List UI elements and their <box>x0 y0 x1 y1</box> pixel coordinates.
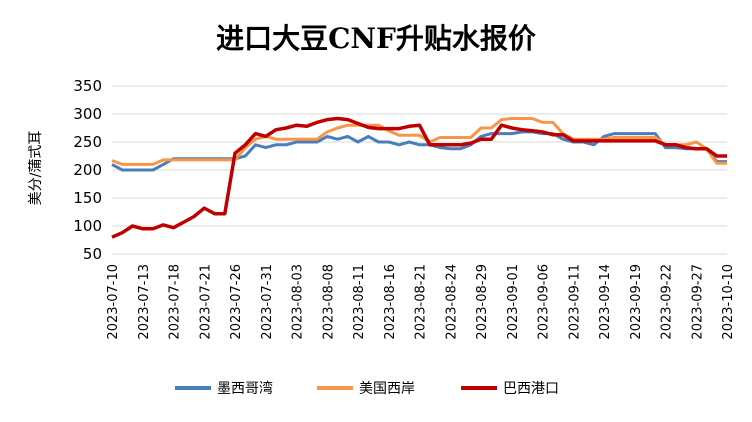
x-tick-label: 2023-10-10 <box>721 264 736 340</box>
x-tick-label: 2023-07-21 <box>198 264 213 340</box>
x-tick-label: 2023-08-08 <box>321 264 336 340</box>
x-tick-label: 2023-09-19 <box>629 264 644 340</box>
series-lines <box>111 116 727 239</box>
x-tick-label: 2023-07-31 <box>260 264 275 340</box>
x-tick-label: 2023-09-22 <box>660 264 675 340</box>
y-tick-label: 200 <box>73 161 102 179</box>
x-tick-label: 2023-08-03 <box>291 264 306 340</box>
x-tick-label: 2023-08-29 <box>475 264 490 340</box>
legend: 墨西哥湾 美国西岸 巴西港口 <box>175 380 559 397</box>
legend-label: 巴西港口 <box>503 381 559 397</box>
legend-label: 美国西岸 <box>359 381 415 397</box>
y-tick-label: 350 <box>73 77 102 95</box>
y-tick-label: 100 <box>73 217 102 235</box>
x-tick-label: 2023-08-11 <box>352 264 367 340</box>
x-tick-label: 2023-08-24 <box>444 264 459 340</box>
y-tick-label: 150 <box>73 189 102 207</box>
x-tick-label: 2023-08-21 <box>414 264 429 340</box>
y-tick-label: 300 <box>73 105 102 123</box>
x-tick-label: 2023-09-27 <box>690 264 705 340</box>
legend-label: 墨西哥湾 <box>217 380 273 397</box>
series-line-2 <box>111 117 727 166</box>
series-line-3 <box>111 116 727 239</box>
y-tick-label: 50 <box>83 245 102 263</box>
x-tick-label: 2023-07-10 <box>106 264 121 340</box>
x-tick-label: 2023-09-06 <box>537 264 552 340</box>
gridlines <box>112 85 727 255</box>
x-tick-label: 2023-09-14 <box>598 264 613 340</box>
x-tick-label: 2023-09-11 <box>567 264 582 340</box>
x-tick-label: 2023-07-26 <box>229 264 244 340</box>
x-axis-ticks: 2023-07-10 2023-07-13 2023-07-18 2023-07-21… <box>106 264 736 340</box>
y-tick-label: 250 <box>73 133 102 151</box>
x-tick-label: 2023-09-01 <box>506 264 521 340</box>
chart-title: 进口大豆CNF升贴水报价 <box>216 22 537 55</box>
y-axis-label: 美分/蒲式耳 <box>28 131 44 206</box>
x-tick-label: 2023-07-18 <box>168 264 183 340</box>
y-axis-ticks: 50 100 150 200 250 300 350 <box>73 77 102 263</box>
x-tick-label: 2023-07-13 <box>137 264 152 340</box>
x-tick-label: 2023-08-16 <box>383 264 398 340</box>
